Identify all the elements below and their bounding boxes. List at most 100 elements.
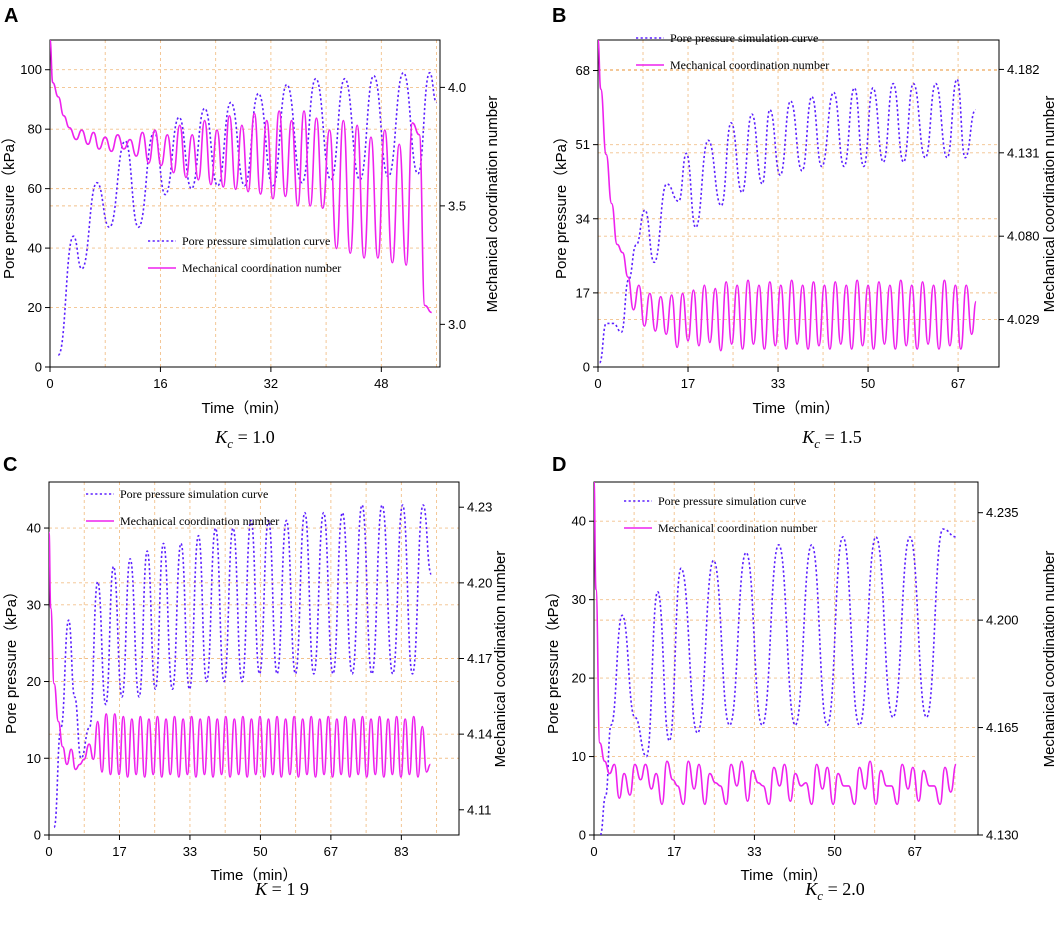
- x-tick-label: 0: [594, 376, 601, 391]
- y2-tick-label: 4.080: [1007, 229, 1040, 244]
- grid: [49, 482, 459, 835]
- y-tick-label: 100: [20, 62, 42, 77]
- x-tick-label: 50: [253, 844, 267, 859]
- x-axis-label: Time（min）: [753, 400, 840, 417]
- y2-tick-label: 4.23: [467, 500, 492, 515]
- series-line-coordination-number: [50, 40, 432, 314]
- panel-letter: D: [552, 454, 566, 476]
- y2-tick-label: 4.182: [1007, 62, 1040, 77]
- plot-frame: [49, 39, 441, 368]
- x-tick-label: 17: [112, 844, 126, 859]
- y2-axis-label: Mechanical coordination number: [484, 96, 501, 313]
- series-line-pore-pressure: [53, 504, 433, 829]
- x-axis-label: Time（min）: [202, 400, 289, 417]
- panel-caption: Kc = 1.0: [214, 427, 274, 451]
- x-tick-label: 33: [747, 844, 761, 859]
- legend-label: Pore pressure simulation curve: [670, 31, 818, 45]
- x-tick-label: 67: [951, 376, 965, 391]
- y-tick-label: 17: [576, 285, 590, 300]
- y2-tick-label: 4.130: [986, 828, 1019, 843]
- series-line-pore-pressure: [57, 71, 438, 356]
- grid: [594, 482, 978, 835]
- series-line-coordination-number: [49, 531, 431, 778]
- y2-tick-label: 4.165: [986, 720, 1019, 735]
- grid: [598, 40, 999, 367]
- x-tick-label: 32: [264, 376, 278, 391]
- legend: Pore pressure simulation curve Mechanical…: [148, 234, 341, 275]
- y2-tick-label: 4.235: [986, 505, 1019, 520]
- series-line-pore-pressure: [598, 78, 977, 364]
- chart-panel-a: 0 16 32 48 0 20 40 60 80 100 3.0 3.5 4.0 Time（min） Por…: [1, 5, 501, 451]
- series-line-pore-pressure: [599, 528, 957, 835]
- panel-letter: C: [3, 454, 17, 476]
- legend-label: Pore pressure simulation curve: [182, 234, 330, 248]
- chart-panel-d: 0 17 33 50 67 0 10 20 30 40 4.130 4.165 4.200 4.235 Ti…: [545, 454, 1058, 903]
- y-tick-label: 68: [576, 63, 590, 78]
- legend-label: Mechanical coordination number: [120, 514, 279, 528]
- y2-tick-label: 4.14: [467, 727, 492, 742]
- y-axis-label: Pore pressure（kPa）: [545, 584, 562, 734]
- x-tick-label: 33: [771, 376, 785, 391]
- y-tick-label: 30: [572, 592, 586, 607]
- y-tick-label: 80: [28, 122, 42, 137]
- y-axis-label: Pore pressure（kPa）: [3, 584, 20, 734]
- legend: Pore pressure simulation curve Mechanical…: [636, 31, 829, 72]
- y-tick-label: 20: [27, 674, 41, 689]
- y-tick-label: 40: [27, 521, 41, 536]
- y-axis-label: Pore pressure（kPa）: [1, 129, 18, 279]
- series-line-coordination-number: [594, 482, 957, 806]
- y2-tick-label: 4.20: [467, 575, 492, 590]
- y2-tick-label: 4.200: [986, 613, 1019, 628]
- x-tick-label: 48: [374, 376, 388, 391]
- legend: Pore pressure simulation curve Mechanical…: [86, 487, 279, 528]
- y-tick-label: 30: [27, 597, 41, 612]
- y-tick-label: 20: [572, 671, 586, 686]
- x-tick-label: 17: [667, 844, 681, 859]
- y2-tick-label: 4.131: [1007, 145, 1040, 160]
- y-tick-label: 0: [34, 828, 41, 843]
- legend: Pore pressure simulation curve Mechanical…: [624, 494, 817, 535]
- chart-panel-c: 0 17 33 50 67 83 0 10 20 30 40 4.11 4.14 4.17 4.20 4.23…: [3, 454, 509, 899]
- x-tick-label: 67: [324, 844, 338, 859]
- x-tick-label: 33: [183, 844, 197, 859]
- y-tick-label: 20: [28, 300, 42, 315]
- y-tick-label: 60: [28, 181, 42, 196]
- x-tick-label: 0: [45, 844, 52, 859]
- x-tick-label: 0: [46, 376, 53, 391]
- y-axis-label: Pore pressure（kPa）: [553, 129, 570, 279]
- plot-frame: [593, 481, 979, 836]
- y-tick-label: 0: [579, 828, 586, 843]
- y-tick-label: 40: [572, 514, 586, 529]
- panel-caption: Kc = 2.0: [804, 879, 864, 903]
- y-tick-label: 40: [28, 241, 42, 256]
- y2-axis-label: Mechanical coordination number: [492, 551, 509, 768]
- y2-tick-label: 4.0: [448, 80, 466, 95]
- x-axis-label: Time（min）: [741, 867, 828, 884]
- x-tick-label: 0: [590, 844, 597, 859]
- x-tick-label: 50: [827, 844, 841, 859]
- panel-caption: K = 1 9: [254, 879, 309, 899]
- x-tick-label: 16: [153, 376, 167, 391]
- y-tick-label: 34: [576, 211, 590, 226]
- legend-label: Pore pressure simulation curve: [658, 494, 806, 508]
- legend-label: Mechanical coordination number: [670, 58, 829, 72]
- series-line-coordination-number: [598, 40, 977, 352]
- legend-label: Mechanical coordination number: [658, 521, 817, 535]
- y-tick-label: 0: [35, 360, 42, 375]
- y-tick-label: 10: [572, 749, 586, 764]
- panel-letter: A: [4, 5, 18, 27]
- y2-axis-label: Mechanical coordination number: [1041, 551, 1058, 768]
- legend-label: Mechanical coordination number: [182, 261, 341, 275]
- y2-tick-label: 3.5: [448, 198, 466, 213]
- legend-label: Pore pressure simulation curve: [120, 487, 268, 501]
- chart-panel-b: 0 17 33 50 67 0 17 34 51 68 4.029 4.080 4.131 4.182 Ti…: [552, 5, 1058, 451]
- x-tick-label: 50: [861, 376, 875, 391]
- y-tick-label: 0: [583, 360, 590, 375]
- y-tick-label: 10: [27, 751, 41, 766]
- x-tick-label: 83: [394, 844, 408, 859]
- x-tick-label: 67: [908, 844, 922, 859]
- plot-frame: [597, 39, 1000, 368]
- y2-tick-label: 4.029: [1007, 312, 1040, 327]
- panel-letter: B: [552, 5, 566, 27]
